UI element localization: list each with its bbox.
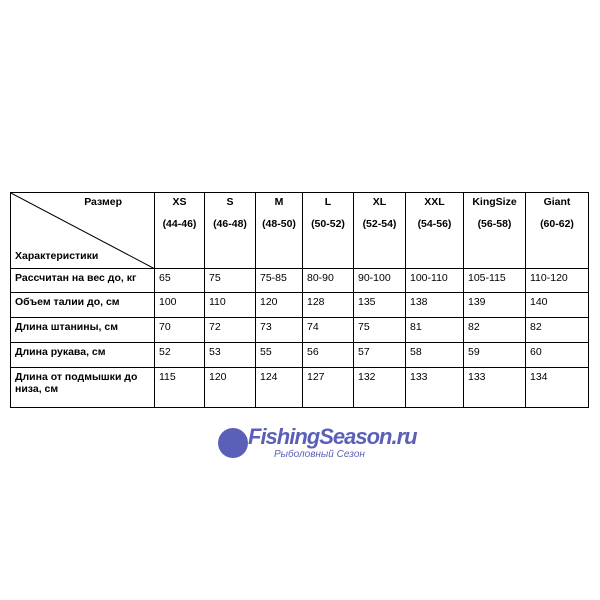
value-cell: 57 — [353, 342, 406, 368]
row-label: Длина штанины, см — [10, 317, 155, 343]
size-range: (54-56) — [417, 218, 452, 230]
size-name: XS — [172, 196, 187, 208]
value-cell: 65 — [154, 268, 205, 293]
value-cell: 100-110 — [405, 268, 464, 293]
size-range: (48-50) — [262, 218, 296, 230]
table-row: Длина штанины, см 70 72 73 74 75 81 82 82 — [10, 317, 589, 343]
value-cell: 59 — [463, 342, 526, 368]
value-cell: 53 — [204, 342, 256, 368]
value-cell: 128 — [302, 292, 354, 318]
size-header: KingSize (56-58) — [463, 192, 526, 269]
value-cell: 140 — [525, 292, 589, 318]
size-name: Giant — [543, 196, 571, 208]
value-cell: 115 — [154, 367, 205, 408]
value-cell: 75 — [353, 317, 406, 343]
size-name: XXL — [424, 196, 445, 208]
value-cell: 110-120 — [525, 268, 589, 293]
value-cell: 52 — [154, 342, 205, 368]
value-cell: 127 — [302, 367, 354, 408]
size-header: Giant (60-62) — [525, 192, 589, 269]
size-name: L — [324, 196, 332, 208]
row-label: Рассчитан на вес до, кг — [10, 268, 155, 293]
size-range: (50-52) — [311, 218, 345, 230]
value-cell: 120 — [204, 367, 256, 408]
value-cell: 139 — [463, 292, 526, 318]
value-cell: 75 — [204, 268, 256, 293]
value-cell: 56 — [302, 342, 354, 368]
corner-header-cell: Размер Характеристики — [10, 192, 155, 269]
value-cell: 135 — [353, 292, 406, 318]
value-cell: 110 — [204, 292, 256, 318]
value-cell: 73 — [255, 317, 303, 343]
row-label: Длина рукава, см — [10, 342, 155, 368]
size-range: (46-48) — [213, 218, 247, 230]
diagonal-divider — [11, 193, 155, 269]
value-cell: 120 — [255, 292, 303, 318]
header-row: Размер Характеристики XS (44-46) S (46-48)… — [10, 192, 589, 269]
value-cell: 82 — [463, 317, 526, 343]
value-cell: 81 — [405, 317, 464, 343]
size-name: XL — [372, 196, 387, 208]
value-cell: 80-90 — [302, 268, 354, 293]
size-heading: Размер — [84, 196, 122, 208]
size-header: XL (52-54) — [353, 192, 406, 269]
size-header: S (46-48) — [204, 192, 256, 269]
size-name: KingSize — [472, 196, 517, 208]
size-range: (44-46) — [162, 218, 197, 230]
value-cell: 75-85 — [255, 268, 303, 293]
value-cell: 55 — [255, 342, 303, 368]
table-row: Длина от подмышки до низа, см 115 120 124 12… — [10, 367, 589, 408]
value-cell: 134 — [525, 367, 589, 408]
characteristics-heading: Характеристики — [15, 250, 99, 262]
value-cell: 133 — [463, 367, 526, 408]
watermark-logo: FishingSeason.ru Рыболовный Сезон — [218, 424, 418, 462]
size-range: (60-62) — [540, 218, 574, 230]
table-row: Длина рукава, см 52 53 55 56 57 58 59 60 — [10, 342, 589, 368]
value-cell: 105-115 — [463, 268, 526, 293]
watermark-title: FishingSeason.ru — [248, 424, 418, 449]
row-label: Объем талии до, см — [10, 292, 155, 318]
globe-fish-icon — [218, 428, 248, 458]
value-cell: 60 — [525, 342, 589, 368]
table-row: Объем талии до, см 100 110 120 128 135 138 139 1… — [10, 292, 589, 318]
size-chart-table: Размер Характеристики XS (44-46) S (46-48)… — [10, 192, 589, 408]
value-cell: 132 — [353, 367, 406, 408]
size-name: M — [274, 196, 284, 208]
value-cell: 74 — [302, 317, 354, 343]
size-header: M (48-50) — [255, 192, 303, 269]
value-cell: 138 — [405, 292, 464, 318]
size-range: (52-54) — [362, 218, 397, 230]
size-range: (56-58) — [477, 218, 512, 230]
value-cell: 70 — [154, 317, 205, 343]
value-cell: 100 — [154, 292, 205, 318]
value-cell: 124 — [255, 367, 303, 408]
size-header: L (50-52) — [302, 192, 354, 269]
value-cell: 90-100 — [353, 268, 406, 293]
watermark-subtitle: Рыболовный Сезон — [274, 449, 365, 460]
size-name: S — [226, 196, 234, 208]
row-label: Длина от подмышки до низа, см — [10, 367, 155, 408]
value-cell: 133 — [405, 367, 464, 408]
value-cell: 72 — [204, 317, 256, 343]
size-header: XXL (54-56) — [405, 192, 464, 269]
value-cell: 58 — [405, 342, 464, 368]
size-header: XS (44-46) — [154, 192, 205, 269]
table-row: Рассчитан на вес до, кг 65 75 75-85 80-90 90-… — [10, 268, 589, 293]
value-cell: 82 — [525, 317, 589, 343]
